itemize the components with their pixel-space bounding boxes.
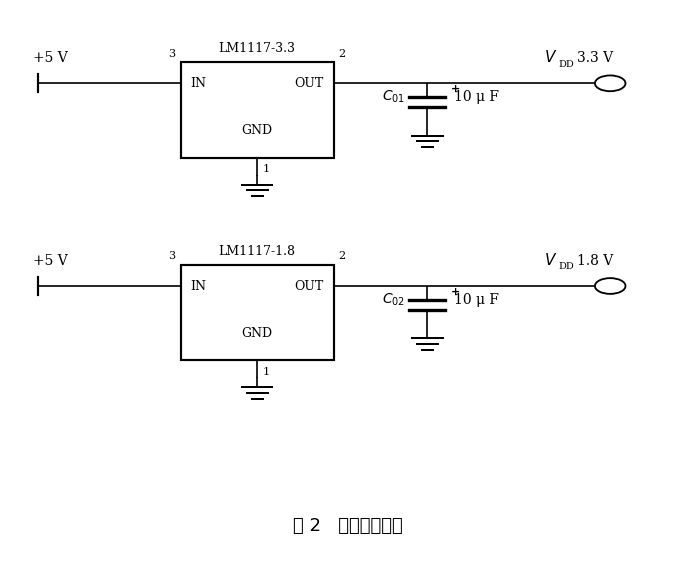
Text: 10 μ F: 10 μ F (454, 293, 499, 307)
Text: 10 μ F: 10 μ F (454, 90, 499, 104)
Text: $\mathit{V}$: $\mathit{V}$ (544, 50, 557, 65)
Text: 3.3 V: 3.3 V (577, 51, 613, 65)
Text: GND: GND (242, 124, 272, 137)
Bar (181, 265, 334, 360)
Text: +5 V: +5 V (33, 51, 67, 65)
Text: IN: IN (190, 77, 206, 90)
Bar (181, 62, 334, 158)
Text: $C_{01}$: $C_{01}$ (382, 89, 405, 105)
Text: $C_{02}$: $C_{02}$ (382, 292, 405, 308)
Text: OUT: OUT (295, 279, 324, 293)
Text: 3: 3 (168, 48, 175, 59)
Text: IN: IN (190, 279, 206, 293)
Text: LM1117-3.3: LM1117-3.3 (219, 42, 295, 55)
Text: +: + (451, 287, 460, 297)
Text: 1.8 V: 1.8 V (577, 254, 613, 268)
Text: 1: 1 (263, 367, 270, 377)
Text: 2: 2 (338, 48, 345, 59)
Text: 3: 3 (168, 251, 175, 261)
Text: GND: GND (242, 327, 272, 340)
Text: DD: DD (558, 262, 574, 271)
Text: LM1117-1.8: LM1117-1.8 (219, 245, 295, 258)
Text: +5 V: +5 V (33, 254, 67, 268)
Text: 1: 1 (263, 164, 270, 175)
Text: 2: 2 (338, 251, 345, 261)
Text: $\mathit{V}$: $\mathit{V}$ (544, 252, 557, 268)
Text: +: + (451, 84, 460, 94)
Text: OUT: OUT (295, 77, 324, 90)
Text: 图 2   系统电源电路: 图 2 系统电源电路 (293, 517, 402, 535)
Text: DD: DD (558, 60, 574, 69)
